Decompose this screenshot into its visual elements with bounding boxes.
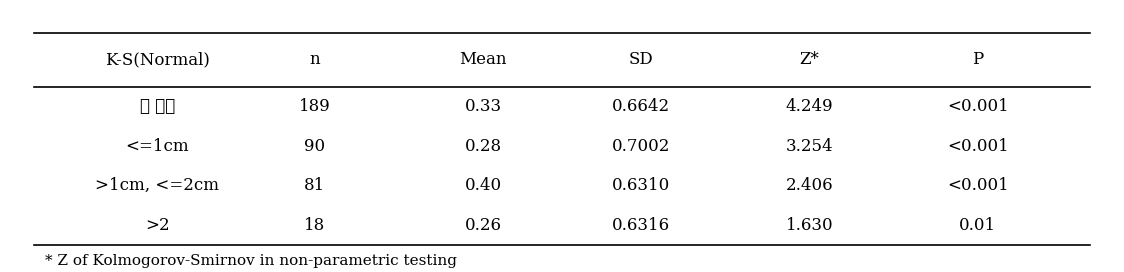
Text: 3.254: 3.254	[786, 138, 833, 155]
Text: 2.406: 2.406	[786, 177, 833, 194]
Text: <0.001: <0.001	[948, 138, 1008, 155]
Text: 0.33: 0.33	[464, 98, 502, 115]
Text: 18: 18	[305, 217, 325, 234]
Text: 81: 81	[305, 177, 325, 194]
Text: >2: >2	[145, 217, 170, 234]
Text: <0.001: <0.001	[948, 98, 1008, 115]
Text: 0.6316: 0.6316	[611, 217, 670, 234]
Text: >1cm, <=2cm: >1cm, <=2cm	[96, 177, 219, 194]
Text: 0.26: 0.26	[465, 217, 501, 234]
Text: 0.7002: 0.7002	[611, 138, 670, 155]
Text: <=1cm: <=1cm	[126, 138, 189, 155]
Text: Mean: Mean	[460, 51, 507, 68]
Text: 1.630: 1.630	[786, 217, 833, 234]
Text: 0.40: 0.40	[464, 177, 502, 194]
Text: 0.01: 0.01	[959, 217, 997, 234]
Text: P: P	[972, 51, 984, 68]
Text: SD: SD	[628, 51, 653, 68]
Text: 0.6642: 0.6642	[611, 98, 670, 115]
Text: 0.28: 0.28	[464, 138, 502, 155]
Text: Z*: Z*	[799, 51, 819, 68]
Text: K-S(Normal): K-S(Normal)	[105, 51, 210, 68]
Text: 4.249: 4.249	[786, 98, 833, 115]
Text: 90: 90	[305, 138, 325, 155]
Text: 189: 189	[299, 98, 330, 115]
Text: <0.001: <0.001	[948, 177, 1008, 194]
Text: n: n	[309, 51, 320, 68]
Text: 0.6310: 0.6310	[611, 177, 670, 194]
Text: * Z of Kolmogorov-Smirnov in non-parametric testing: * Z of Kolmogorov-Smirnov in non-paramet…	[45, 254, 457, 268]
Text: 옵 샘플: 옵 샘플	[139, 98, 175, 115]
